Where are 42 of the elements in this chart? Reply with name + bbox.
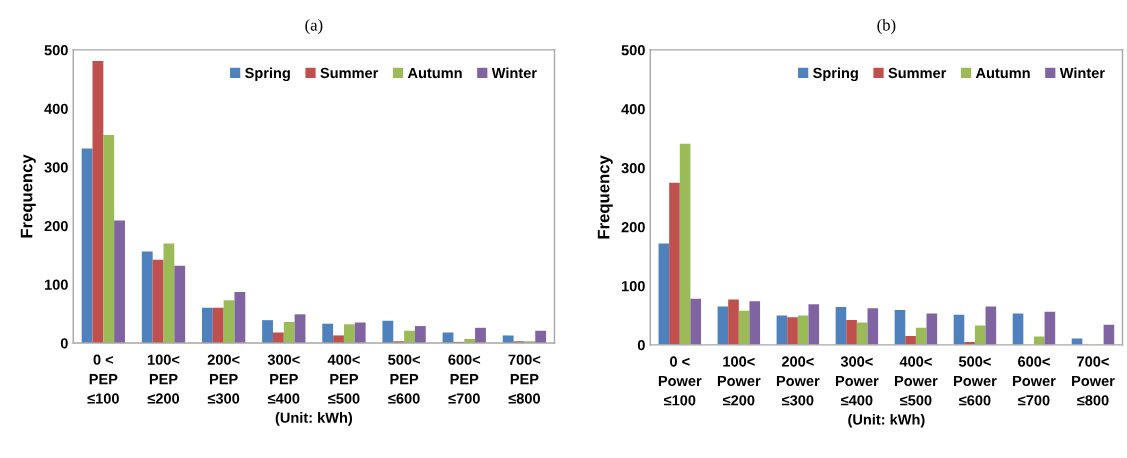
- legend-label: Summer: [320, 67, 379, 79]
- legend-label: Autumn: [407, 67, 462, 79]
- y-tick-label: 400: [621, 104, 645, 115]
- chart-title: (a): [305, 18, 323, 35]
- y-tick-label: 400: [44, 103, 68, 114]
- x-tick-label: 100< Power ≤200: [717, 356, 761, 406]
- x-tick-label: 500< Power ≤600: [954, 356, 997, 406]
- legend-label: Autumn: [975, 67, 1030, 79]
- x-tick-label: 0 < PEP ≤100: [87, 354, 119, 404]
- legend-label: Winter: [491, 67, 537, 79]
- x-axis-title: (Unit: kWh): [848, 413, 925, 428]
- y-tick-label: 200: [621, 221, 645, 233]
- legend-label: Winter: [1059, 67, 1105, 79]
- x-axis-title: (Unit: kWh): [275, 412, 353, 426]
- legend-label: Spring: [813, 67, 858, 82]
- y-tick-label: 0: [60, 338, 68, 349]
- x-tick-label: 600< PEP ≤700: [448, 354, 481, 404]
- y-axis-title: Frequency: [20, 154, 36, 238]
- x-tick-label: 100< PEP ≤200: [147, 354, 180, 404]
- chart-title: (b): [877, 18, 896, 35]
- x-tick-label: 300< PEP ≤400: [267, 354, 300, 404]
- x-tick-label: 600< Power ≤700: [1013, 356, 1056, 406]
- y-tick-label: 100: [622, 280, 645, 292]
- x-tick-label: 0 < Power ≤100: [658, 356, 702, 406]
- y-tick-label: 100: [44, 279, 68, 290]
- y-tick-label: 0: [637, 339, 645, 351]
- x-tick-label: 400< PEP ≤500: [327, 354, 360, 404]
- y-tick-label: 300: [44, 162, 68, 173]
- legend-label: Spring: [245, 67, 290, 82]
- x-tick-label: 300< Power ≤400: [835, 356, 879, 406]
- y-tick-label: 200: [44, 220, 68, 232]
- x-tick-label: 500< PEP ≤600: [388, 354, 420, 404]
- legend-label: Summer: [888, 67, 947, 79]
- x-tick-label: 200< PEP ≤300: [207, 354, 240, 404]
- y-axis-title: Frequency: [597, 155, 613, 239]
- x-tick-label: 400< Power ≤500: [894, 356, 938, 406]
- y-tick-label: 300: [621, 163, 645, 174]
- y-tick-label: 500: [44, 45, 68, 56]
- x-tick-label: 200< Power ≤300: [776, 356, 820, 406]
- x-tick-label: 700< PEP ≤800: [508, 354, 541, 404]
- x-tick-label: 700< Power ≤800: [1072, 356, 1115, 406]
- y-tick-label: 500: [621, 45, 645, 56]
